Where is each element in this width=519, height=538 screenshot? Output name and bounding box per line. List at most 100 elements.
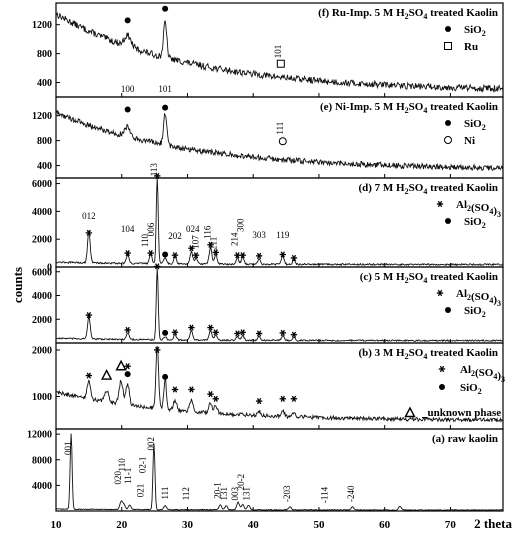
peak-marker (212, 329, 219, 336)
peak-marker (279, 395, 286, 402)
peak-marker (124, 371, 131, 378)
peak-marker (290, 395, 298, 402)
y-tick-label: 12000 (27, 430, 52, 441)
hkl-label: 003 (230, 486, 240, 500)
peak-marker (239, 252, 246, 259)
y-tick-label: 6000 (32, 267, 52, 278)
peak-marker (162, 251, 169, 258)
x-axis: 10 20 30 40 50 60 70 (51, 519, 457, 531)
hkl-label: 20-1 (212, 482, 222, 499)
peak-marker (290, 331, 298, 338)
panel-title: (d) 7 M H2SO4 treated Kaolin (358, 182, 498, 196)
y-axis-label: counts (10, 267, 25, 303)
hkl-label: 110 (117, 458, 127, 472)
peak-marker (212, 249, 219, 256)
peak-marker (124, 363, 131, 370)
peak-marker (255, 330, 263, 337)
legend-marker (445, 120, 451, 126)
hkl-label: 113 (149, 163, 159, 177)
hkl-label: 107 (191, 235, 201, 249)
peak-marker (100, 369, 113, 380)
peak-marker (207, 324, 214, 331)
panel-d: 0 2000 4000 6000 (d) 7 M H2SO4 treated Kaoli… (32, 163, 504, 274)
peak-marker (171, 386, 179, 393)
legend-marker (445, 26, 451, 32)
panel-c: 2000 4000 6000 (c) 5 M H2SO4 treated Kaolin… (32, 263, 504, 344)
y-tick-label: 2000 (32, 315, 52, 326)
peak-marker (188, 386, 195, 393)
hkl-label: 02-1 (137, 457, 147, 474)
x-axis-label: 2 theta (474, 516, 512, 531)
legend-label: Ni (464, 135, 475, 147)
hkl-label: 20-2 (236, 474, 246, 491)
peak-marker (115, 359, 127, 371)
peak-marker (124, 106, 131, 113)
peak-marker (192, 252, 200, 259)
peak-marker (171, 329, 179, 336)
peak-marker (239, 329, 246, 336)
peak-marker (154, 172, 161, 180)
legend-marker (444, 42, 452, 50)
peak-marker (276, 59, 285, 68)
legend-label: SiO2 (464, 118, 486, 132)
legend-marker (438, 365, 446, 373)
peak-marker (255, 398, 263, 405)
peak-marker (162, 104, 169, 111)
xrd-trace (56, 11, 503, 94)
y-tick-label: 1000 (32, 392, 52, 403)
hkl-label: 021 (135, 484, 145, 498)
hkl-label: 006 (146, 222, 156, 236)
hkl-label: 101 (158, 84, 172, 94)
panel-title: (b) 3 M H2SO4 treated Kaolin (358, 347, 498, 361)
hkl-label: 214 (229, 232, 239, 246)
hkl-label: 11-1 (123, 468, 133, 484)
hkl-label: 300 (235, 218, 245, 232)
panel-title: (f) Ru-Imp. 5 M H2SO4 treated Kaolin (318, 7, 498, 21)
legend-label: Al2(SO4)3 (456, 199, 501, 219)
panel-a: 4000 8000 12000 (a) raw kaolin 001 02011011-1… (27, 428, 504, 512)
xrd-trace (56, 109, 503, 172)
peak-marker (154, 263, 161, 270)
xrd-trace (56, 268, 503, 343)
hkl-label: 100 (121, 84, 135, 94)
legend-marker (445, 307, 451, 313)
hkl-label: 202 (168, 231, 182, 241)
panel-title: (a) raw kaolin (432, 433, 498, 445)
y-tick-label: 8000 (32, 455, 52, 466)
peak-marker (147, 249, 154, 257)
peak-marker (124, 17, 131, 24)
y-tick-label: 1200 (32, 111, 52, 122)
legend-label: SiO2 (460, 382, 482, 396)
peak-marker (171, 252, 179, 259)
x-tick-label: 20 (116, 519, 128, 531)
peak-marker (188, 324, 195, 331)
legend-label: unknown phase (422, 407, 501, 419)
legend-label: SiO2 (464, 24, 486, 38)
legend-marker (444, 136, 452, 144)
hkl-label: -114 (319, 486, 329, 503)
peak-marker (85, 372, 93, 379)
xrd-trace (56, 178, 503, 267)
x-tick-label: 50 (313, 519, 325, 531)
hkl-label: 110 (140, 233, 150, 247)
legend-label: SiO2 (464, 216, 486, 230)
peak-marker (162, 373, 169, 380)
panel-title: (e) Ni-Imp. 5 M H2SO4 treated Kaolin (320, 101, 498, 115)
y-tick-label: 800 (37, 136, 52, 147)
peak-marker (124, 326, 131, 334)
y-tick-label: 6000 (32, 179, 52, 190)
peak-marker (290, 254, 298, 262)
y-tick-label: 400 (37, 78, 52, 89)
y-tick-label: 4000 (32, 481, 52, 492)
legend-marker (436, 289, 444, 297)
hkl-label: 303 (252, 230, 266, 240)
hkl-label: 119 (276, 230, 290, 240)
peak-marker (85, 311, 93, 319)
hkl-label: 002 (146, 437, 156, 451)
peak-marker (207, 241, 214, 248)
peak-marker (124, 249, 131, 257)
hkl-label: 104 (121, 224, 135, 234)
hkl-label: -240 (346, 485, 356, 502)
peak-marker (212, 395, 219, 402)
